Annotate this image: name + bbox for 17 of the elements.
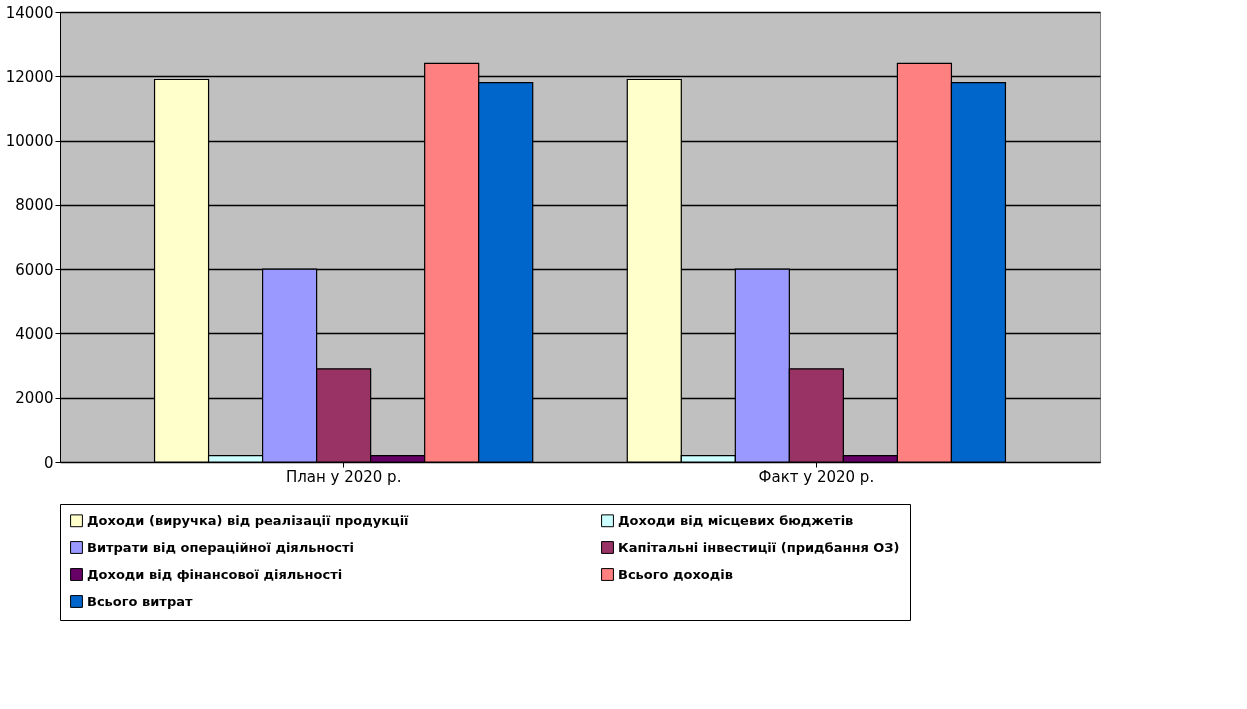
- y-tick-label: 8000: [15, 196, 54, 215]
- legend-label: Витрати від операційної діяльності: [87, 539, 355, 555]
- y-tick-label: 14000: [5, 3, 54, 22]
- y-tick-label: 2000: [15, 389, 54, 408]
- legend-label: Всього доходів: [618, 566, 733, 582]
- y-tick-label: 12000: [5, 67, 54, 86]
- y-tick-label: 6000: [15, 260, 54, 279]
- x-tick-label: Факт у 2020 р.: [758, 467, 875, 486]
- y-tick-label: 0: [43, 453, 54, 472]
- legend-label: Всього витрат: [87, 593, 193, 609]
- x-tick-label: План у 2020 р.: [285, 467, 402, 486]
- legend-label: Доходи (виручка) від реалізації продукції: [87, 512, 410, 528]
- legend-label: Доходи від місцевих бюджетів: [618, 512, 854, 528]
- legend-label: Капітальні інвестиції (придбання ОЗ): [618, 539, 900, 555]
- y-tick-label: 10000: [5, 132, 54, 151]
- legend-label: Доходи від фінансової діяльності: [87, 566, 343, 582]
- y-tick-label: 4000: [15, 324, 54, 343]
